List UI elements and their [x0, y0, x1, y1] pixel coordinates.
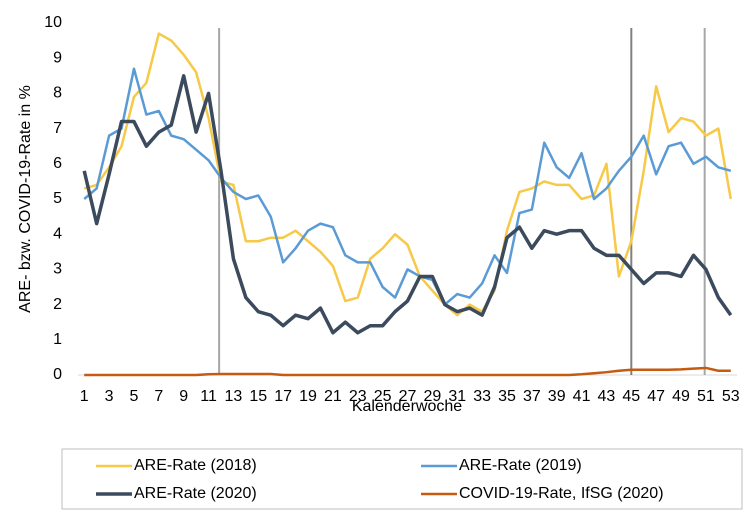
x-tick-label: 33	[473, 388, 491, 405]
y-axis-title: ARE- bzw. COVID-19-Rate in %	[17, 85, 34, 313]
series-line	[84, 366, 731, 377]
y-tick-label: 2	[53, 296, 62, 313]
x-tick-label: 21	[324, 388, 342, 405]
y-tick-label: 1	[53, 331, 62, 348]
series-line	[83, 32, 733, 317]
x-tick-label: 17	[274, 388, 292, 405]
y-tick-label: 3	[53, 261, 62, 278]
legend-label: ARE-Rate (2018)	[134, 457, 257, 474]
x-tick-label: 37	[523, 388, 541, 405]
series-line	[82, 74, 733, 335]
y-tick-label: 5	[53, 190, 62, 207]
y-tick-label: 6	[53, 155, 62, 172]
y-tick-label: 4	[53, 225, 62, 242]
y-tick-label: 9	[53, 49, 62, 66]
x-tick-label: 51	[697, 388, 715, 405]
legend-label: COVID-19-Rate, IfSG (2020)	[459, 485, 664, 502]
x-tick-label: 35	[498, 388, 516, 405]
x-tick-label: 25	[374, 388, 392, 405]
legend-box	[61, 448, 743, 510]
x-tick-label: 15	[249, 388, 267, 405]
x-tick-label: 23	[349, 388, 367, 405]
x-tick-label: 11	[200, 388, 217, 405]
x-tick-label: 7	[154, 388, 163, 405]
x-axis-title: Kalenderwoche	[352, 398, 462, 415]
x-tick-label: 49	[672, 388, 690, 405]
x-tick-label: 27	[399, 388, 417, 405]
x-tick-label: 31	[448, 388, 466, 405]
x-tick-label: 41	[573, 388, 591, 405]
x-tick-label: 43	[598, 388, 616, 405]
x-tick-label: 29	[423, 388, 441, 405]
x-tick-label: 45	[622, 388, 640, 405]
x-tick-label: 47	[647, 388, 665, 405]
x-tick-label: 1	[80, 388, 89, 405]
y-tick-label: 0	[53, 366, 62, 383]
x-tick-label: 3	[105, 388, 114, 405]
x-tick-label: 19	[299, 388, 317, 405]
legend-label: ARE-Rate (2020)	[134, 485, 257, 502]
y-tick-label: 7	[53, 120, 62, 137]
x-tick-label: 13	[225, 388, 243, 405]
y-tick-label: 8	[53, 85, 62, 102]
x-tick-label: 53	[722, 388, 740, 405]
legend-label: ARE-Rate (2019)	[459, 457, 582, 474]
y-tick-label: 10	[44, 14, 62, 31]
x-tick-label: 5	[129, 388, 138, 405]
x-tick-label: 39	[548, 388, 566, 405]
x-tick-label: 9	[179, 388, 188, 405]
series-line	[83, 67, 732, 306]
